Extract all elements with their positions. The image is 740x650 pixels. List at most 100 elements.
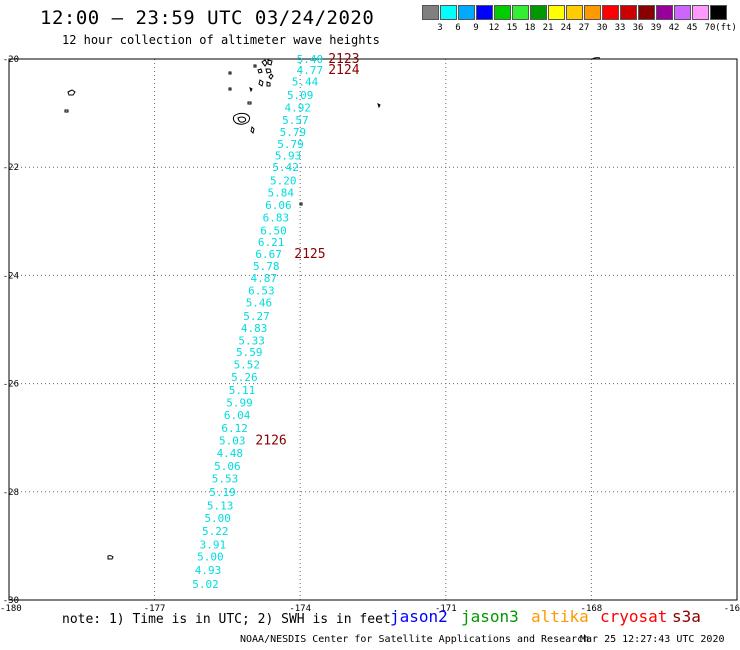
swh-value: 4.92 [285, 102, 312, 115]
swh-value: 5.78 [253, 260, 280, 273]
map-grid [9, 59, 737, 600]
legend-swatch [620, 5, 637, 20]
footer-note: note: 1) Time is in UTC; 2) SWH is in fe… [62, 612, 391, 627]
axis-labels: -20 -22 -24 -26 -28 -30-180 -177 -174 -171 -168 -1… [0, 55, 740, 614]
swh-value: 5.06 [214, 460, 241, 473]
swh-value: 4.93 [195, 564, 222, 577]
legend-tick-label: 27 [578, 23, 590, 33]
pass-number: 2125 [294, 247, 325, 262]
legend-tick-label: 30 [596, 23, 608, 33]
swh-value: 5.84 [268, 187, 295, 200]
legend-tick-label: 18 [524, 23, 536, 33]
swh-value: 4.83 [241, 322, 268, 335]
swh-value: 4.87 [251, 272, 278, 285]
legend-swatch [512, 5, 529, 20]
swh-value: 5.42 [272, 161, 299, 174]
swh-value: 5.00 [204, 512, 231, 525]
swh-value: 5.02 [192, 578, 219, 591]
swh-value: 5.59 [236, 346, 263, 359]
legend-swatch [458, 5, 475, 20]
swh-value: 6.06 [265, 199, 292, 212]
swh-observations: 5.404.775.445.094.925.575.795.795.935.42… [192, 53, 323, 591]
swh-value: 3.91 [200, 538, 227, 551]
swh-value: 6.53 [248, 285, 275, 298]
swh-value: 5.33 [238, 334, 265, 347]
swh-value: 6.21 [258, 236, 285, 249]
legend-tick-label: 15 [506, 23, 518, 33]
swh-value: 4.77 [297, 64, 324, 77]
legend-tick-label: 33 [614, 23, 626, 33]
swh-value: 5.93 [275, 149, 302, 162]
lat-tick-label: -26 [3, 380, 19, 390]
legend-swatch [530, 5, 547, 20]
map-title: 12:00 – 23:59 UTC 03/24/2020 [40, 7, 375, 29]
legend-swatch [548, 5, 565, 20]
pass-number: 2124 [328, 63, 359, 78]
swh-value: 6.04 [224, 409, 251, 422]
legend-swatch [476, 5, 493, 20]
legend-unit: (ft) [715, 23, 737, 33]
swh-value: 5.20 [270, 175, 297, 188]
legend-swatch [710, 5, 727, 20]
legend-tick-label: 6 [455, 23, 461, 33]
legend-swatch [602, 5, 619, 20]
legend-swatch [638, 5, 655, 20]
legend-swatch [440, 5, 457, 20]
swh-value: 5.26 [231, 371, 258, 384]
map-subtitle: 12 hour collection of altimeter wave hei… [62, 33, 380, 47]
lat-tick-label: -24 [3, 271, 19, 281]
legend-tick-label: 36 [632, 23, 644, 33]
swh-value: 6.83 [263, 212, 290, 225]
credit-line: NOAA/NESDIS Center for Satellite Applica… [240, 634, 590, 645]
legend-swatch [674, 5, 691, 20]
legend-tick-label: 39 [650, 23, 662, 33]
generation-timestamp: Mar 25 12:27:43 UTC 2020 [580, 634, 725, 645]
swh-value: 5.44 [292, 76, 319, 89]
swh-value: 5.79 [280, 126, 307, 139]
swh-value: 5.40 [297, 53, 324, 66]
swh-value: 5.22 [202, 525, 229, 538]
satellite-label: jason2 [390, 607, 448, 626]
satellite-label: cryosat [600, 607, 668, 626]
satellite-label: jason3 [461, 607, 519, 626]
lon-tick-label: -16 [724, 604, 740, 614]
lat-tick-label: -20 [3, 55, 19, 65]
legend-tick-label: 3 [437, 23, 443, 33]
legend-swatch [692, 5, 709, 20]
coastlines [64, 57, 601, 560]
legend-swatch [494, 5, 511, 20]
swh-value: 6.50 [260, 224, 287, 237]
lon-tick-label: -180 [0, 604, 22, 614]
swh-value: 5.99 [226, 397, 253, 410]
swh-value: 5.53 [212, 472, 239, 485]
legend-tick-label: 12 [488, 23, 500, 33]
legend-swatch [656, 5, 673, 20]
legend-tick-label: 45 [686, 23, 698, 33]
pass-number: 2123 [328, 52, 359, 67]
satellite-label: s3a [672, 607, 701, 626]
legend-tick-label: 24 [560, 23, 572, 33]
lon-tick-label: -174 [289, 604, 311, 614]
map-frame [8, 58, 738, 601]
pass-number: 2126 [255, 433, 286, 448]
swh-value: 5.03 [219, 434, 246, 447]
legend-swatch [422, 5, 439, 20]
swh-value: 4.48 [217, 447, 244, 460]
swh-value: 5.11 [229, 384, 256, 397]
legend-tick-label: 42 [668, 23, 680, 33]
lon-tick-label: -177 [144, 604, 166, 614]
swh-value: 5.13 [207, 499, 234, 512]
lon-tick-label: -168 [581, 604, 603, 614]
lat-tick-label: -22 [3, 163, 19, 173]
swh-value: 5.52 [234, 359, 261, 372]
swh-value: 5.27 [243, 310, 270, 323]
lon-tick-label: -171 [435, 604, 457, 614]
lat-tick-label: -30 [3, 596, 19, 606]
swh-value: 5.00 [197, 551, 224, 564]
legend-swatch [584, 5, 601, 20]
legend-tick-label: 21 [542, 23, 554, 33]
legend-swatch [566, 5, 583, 20]
swh-value: 6.67 [255, 248, 282, 261]
